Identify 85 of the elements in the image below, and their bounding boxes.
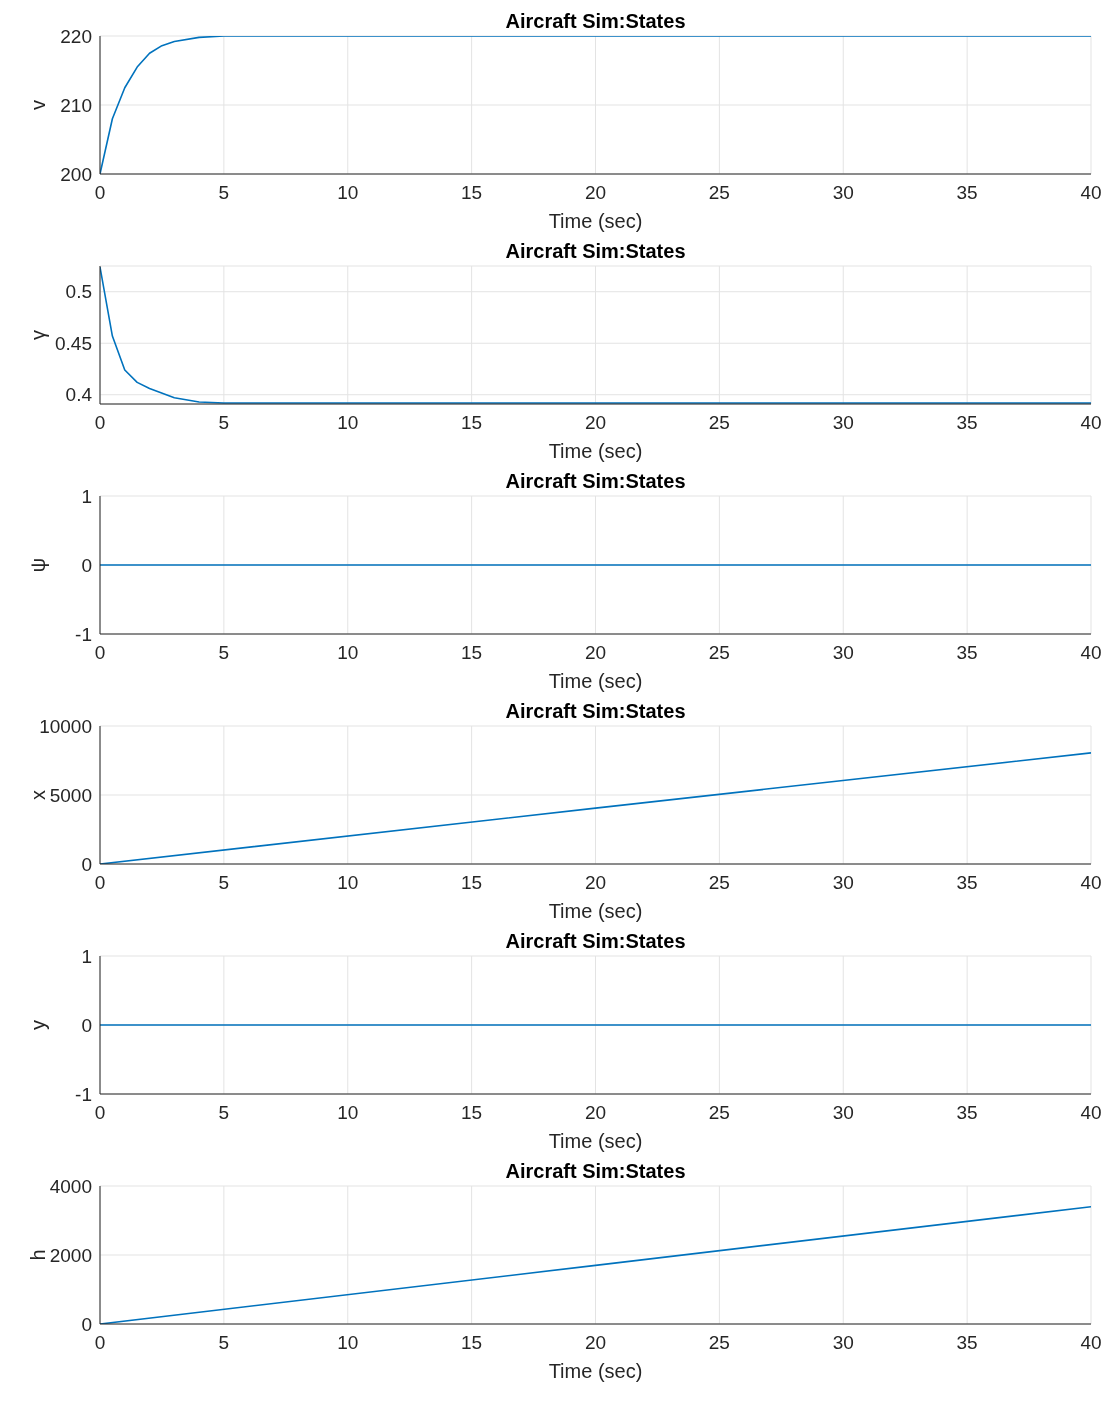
chart-title: Aircraft Sim:States — [504, 240, 687, 263]
x-axis-title: Time (sec) — [548, 670, 643, 692]
chart-title: Aircraft Sim:States — [504, 700, 687, 723]
y-tick-label: 0 — [81, 554, 92, 576]
x-tick-label: 10 — [337, 412, 359, 434]
x-axis-title: Time (sec) — [548, 440, 643, 462]
x-tick-label: 35 — [956, 1332, 978, 1354]
y-tick-label: 0.5 — [65, 281, 92, 303]
y-tick-label: 5000 — [49, 784, 92, 806]
y-tick-label: 220 — [60, 25, 92, 47]
y-tick-label: 0 — [81, 1313, 92, 1335]
x-tick-label: 40 — [1080, 1102, 1102, 1124]
y-axis-title: y — [27, 1020, 50, 1030]
x-axis-title: Time (sec) — [548, 1360, 643, 1382]
chart-title: Aircraft Sim:States — [504, 930, 687, 953]
x-tick-label: 5 — [218, 642, 230, 664]
x-tick-label: 35 — [956, 412, 978, 434]
x-tick-label: 20 — [584, 872, 607, 894]
y-axis-title: γ — [27, 330, 50, 340]
x-tick-label: 35 — [956, 872, 978, 894]
x-tick-label: 35 — [956, 1102, 978, 1124]
x-tick-label: 25 — [708, 872, 730, 894]
y-tick-label: 0 — [81, 1014, 92, 1036]
y-tick-label: 0.45 — [55, 332, 92, 354]
y-tick-label: 2000 — [49, 1244, 92, 1266]
x-tick-label: 10 — [337, 1102, 359, 1124]
x-tick-label: 20 — [584, 1332, 607, 1354]
x-tick-label: 20 — [584, 182, 607, 204]
chart-title: Aircraft Sim:States — [504, 1160, 687, 1183]
y-tick-label: 0 — [81, 853, 92, 875]
y-axis-title: h — [27, 1249, 50, 1261]
x-tick-label: 20 — [584, 1102, 607, 1124]
x-tick-label: 30 — [832, 412, 854, 434]
x-axis-title: Time (sec) — [548, 210, 643, 232]
x-axis-title: Time (sec) — [548, 900, 643, 922]
x-tick-label: 40 — [1080, 412, 1102, 434]
y-tick-label: 1 — [81, 485, 92, 507]
chart-title: Aircraft Sim:States — [504, 10, 687, 33]
y-tick-label: 10000 — [39, 715, 92, 737]
x-tick-label: 30 — [832, 872, 854, 894]
y-axis-title: v — [27, 100, 50, 110]
x-tick-label: 20 — [584, 412, 607, 434]
x-tick-label: 5 — [218, 412, 230, 434]
x-tick-label: 25 — [708, 1332, 730, 1354]
x-tick-label: 10 — [337, 642, 359, 664]
y-tick-label: 200 — [60, 163, 92, 185]
y-tick-label: 4000 — [49, 1175, 92, 1197]
x-tick-label: 40 — [1080, 642, 1102, 664]
x-tick-label: 15 — [461, 1102, 483, 1124]
x-tick-label: 25 — [708, 642, 730, 664]
line-series — [100, 36, 1091, 174]
y-axis-title: ψ — [27, 557, 50, 573]
x-tick-label: 30 — [832, 642, 854, 664]
x-tick-label: 30 — [832, 182, 854, 204]
x-tick-label: 5 — [218, 872, 230, 894]
x-tick-label: 15 — [461, 182, 483, 204]
y-tick-label: -1 — [75, 1083, 92, 1105]
chart-title: Aircraft Sim:States — [504, 470, 687, 493]
x-tick-label: 5 — [218, 1332, 230, 1354]
x-tick-label: 30 — [832, 1332, 854, 1354]
x-tick-label: 40 — [1080, 872, 1102, 894]
x-tick-label: 25 — [708, 182, 730, 204]
y-tick-label: -1 — [75, 623, 92, 645]
x-tick-label: 30 — [832, 1102, 854, 1124]
x-tick-label: 40 — [1080, 1332, 1102, 1354]
x-tick-label: 35 — [956, 182, 978, 204]
y-tick-label: 210 — [60, 94, 92, 116]
x-tick-label: 5 — [218, 182, 230, 204]
x-tick-label: 25 — [708, 412, 730, 434]
x-tick-label: 10 — [337, 182, 359, 204]
x-axis-title: Time (sec) — [548, 1130, 643, 1152]
y-tick-label: 0.4 — [65, 384, 93, 406]
x-tick-label: 5 — [218, 1102, 230, 1124]
y-axis-title: x — [27, 790, 50, 800]
x-tick-label: 20 — [584, 642, 607, 664]
y-tick-label: 1 — [81, 945, 92, 967]
x-tick-label: 10 — [337, 1332, 359, 1354]
x-tick-label: 15 — [461, 412, 483, 434]
x-tick-label: 25 — [708, 1102, 730, 1124]
x-tick-label: 15 — [461, 872, 483, 894]
x-tick-label: 15 — [461, 1332, 483, 1354]
x-tick-label: 10 — [337, 872, 359, 894]
x-tick-label: 35 — [956, 642, 978, 664]
x-tick-label: 40 — [1080, 182, 1102, 204]
x-tick-label: 15 — [461, 642, 483, 664]
